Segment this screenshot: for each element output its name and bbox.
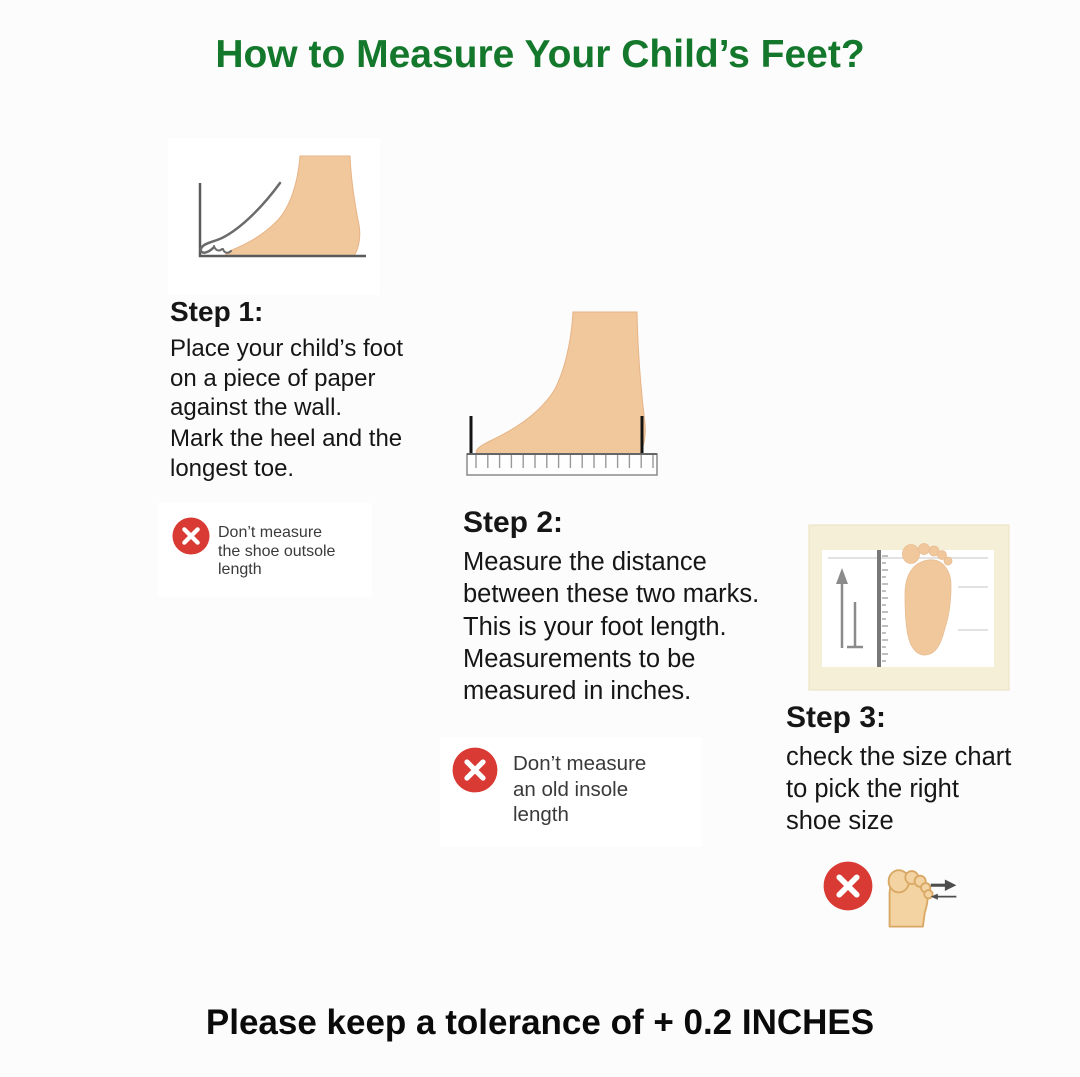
x-circle-icon [172,517,210,555]
tolerance-note: Please keep a tolerance of + 0.2 INCHES [205,1003,875,1042]
step2-text: Measure the distance between these two m… [463,548,760,706]
step2-heading: Step 2: [463,506,564,539]
x-circle-icon [452,747,498,793]
warning-shoe-outsole-text: Don’t measure the shoe outsole length [218,524,336,578]
foot-against-wall-illustration [168,138,380,295]
gap-arrows-icon [929,877,959,904]
step3-text: check the size chart to pick the right s… [786,743,1012,835]
step1-text-2: Mark the heel and the longest toe. [170,425,403,482]
size-chart-footprint-illustration [808,524,1010,691]
foot-toes-icon [884,865,934,929]
foot-on-ruler-illustration [460,305,665,477]
step1-heading: Step 1: [170,296,264,327]
page-title: How to Measure Your Child’s Feet? [215,33,865,76]
step3-heading: Step 3: [786,701,887,734]
x-circle-icon [823,861,873,911]
step1-text-1: Place your child’s foot on a piece of pa… [170,335,404,421]
warning-old-insole-text: Don’t measure an old insole length [513,752,647,826]
